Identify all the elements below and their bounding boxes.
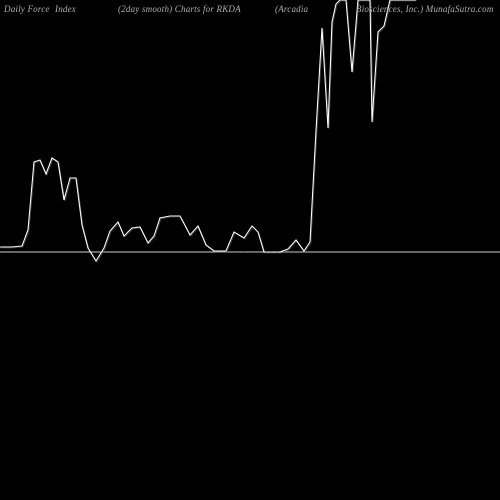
header-segment-1: Index: [55, 4, 76, 14]
header-segment-0: Daily Force: [4, 4, 50, 14]
chart-container: Daily Force Index (2day smooth) Charts for…: [0, 0, 500, 500]
force-index-series: [0, 0, 416, 261]
header-segment-4: Biosciences, Inc.) MunafaSutra.com: [356, 4, 494, 14]
header-segment-3: (Arcadia: [275, 4, 308, 14]
force-index-chart: [0, 0, 500, 500]
header-segment-2: (2day smooth) Charts for RKDA: [118, 4, 241, 14]
